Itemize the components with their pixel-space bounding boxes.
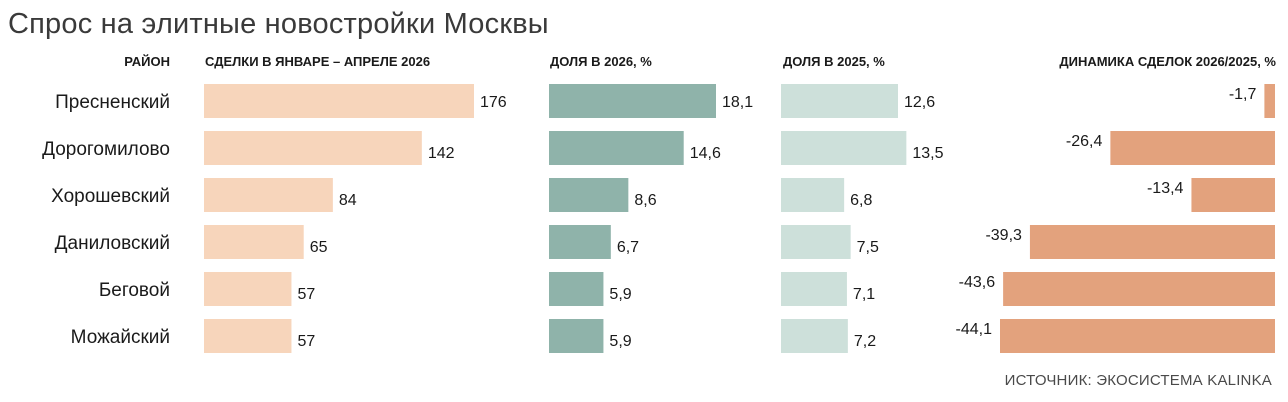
deals-bar xyxy=(204,225,304,259)
share-2026-bar xyxy=(549,131,684,165)
share-2025-value-label: 7,5 xyxy=(857,239,879,256)
deals-bar xyxy=(204,178,333,212)
dynamics-bar xyxy=(1110,131,1275,165)
dynamics-bar xyxy=(1000,319,1275,353)
share-2025-value-label: 7,1 xyxy=(853,286,875,303)
dynamics-bar xyxy=(1029,225,1275,259)
chart-title: Спрос на элитные новостройки Москвы xyxy=(8,8,549,40)
header-dynamics: ДИНАМИКА СДЕЛОК 2026/2025, % xyxy=(1059,54,1276,69)
deals-value-label: 57 xyxy=(297,333,315,350)
dynamics-value-label: -43,6 xyxy=(959,274,996,291)
district-label: Можайский xyxy=(71,327,170,348)
share-2025-bar xyxy=(781,319,848,353)
district-label: Дорогомилово xyxy=(42,139,170,160)
dynamics-bar xyxy=(1191,178,1275,212)
share-2026-value-label: 8,6 xyxy=(634,192,656,209)
share-2026-bar xyxy=(549,178,629,212)
share-2026-value-label: 6,7 xyxy=(617,239,639,256)
share-2026-value-label: 18,1 xyxy=(722,94,753,111)
source-note: ИСТОЧНИК: ЭКОСИСТЕМА KALINKA xyxy=(1004,372,1272,389)
share-2025-bar xyxy=(781,84,898,118)
deals-bar xyxy=(204,272,292,306)
share-2025-bar xyxy=(781,225,851,259)
share-2025-bar xyxy=(781,178,845,212)
share-2026-bar xyxy=(549,319,604,353)
district-label: Пресненский xyxy=(55,92,170,113)
share-2025-bar xyxy=(781,131,907,165)
district-label: Беговой xyxy=(99,280,170,301)
deals-bar xyxy=(204,319,292,353)
deals-bar xyxy=(204,84,474,118)
share-2026-bar xyxy=(549,272,604,306)
deals-value-label: 176 xyxy=(480,94,507,111)
share-2025-value-label: 13,5 xyxy=(912,145,943,162)
share-2025-value-label: 6,8 xyxy=(850,192,872,209)
share-2025-bar xyxy=(781,272,847,306)
header-share-2026: ДОЛЯ В 2026, % xyxy=(550,54,652,69)
dynamics-value-label: -13,4 xyxy=(1147,180,1184,197)
header-deals: СДЕЛКИ В ЯНВАРЕ – АПРЕЛЕ 2026 xyxy=(205,54,431,69)
deals-bar xyxy=(204,131,422,165)
share-2025-value-label: 12,6 xyxy=(904,94,935,111)
dynamics-value-label: -1,7 xyxy=(1229,86,1257,103)
dynamics-value-label: -26,4 xyxy=(1066,133,1103,150)
deals-value-label: 84 xyxy=(339,192,357,209)
share-2026-bar xyxy=(549,84,716,118)
share-2026-value-label: 5,9 xyxy=(609,333,631,350)
deals-value-label: 142 xyxy=(428,145,455,162)
deals-value-label: 57 xyxy=(297,286,315,303)
dynamics-bar xyxy=(1264,84,1275,118)
share-2026-bar xyxy=(549,225,611,259)
deals-value-label: 65 xyxy=(310,239,328,256)
district-label: Хорошевский xyxy=(51,186,170,207)
header-district: РАЙОН xyxy=(124,54,170,69)
dynamics-bar xyxy=(1003,272,1275,306)
header-share-2025: ДОЛЯ В 2025, % xyxy=(783,54,885,69)
dynamics-value-label: -44,1 xyxy=(956,321,993,338)
share-2026-value-label: 14,6 xyxy=(690,145,721,162)
share-2026-value-label: 5,9 xyxy=(609,286,631,303)
district-label: Даниловский xyxy=(55,233,170,254)
share-2025-value-label: 7,2 xyxy=(854,333,876,350)
dynamics-value-label: -39,3 xyxy=(985,227,1022,244)
